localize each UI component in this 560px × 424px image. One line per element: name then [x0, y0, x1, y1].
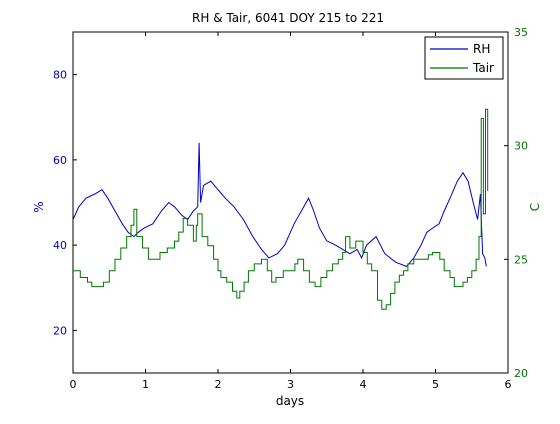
x-tick-label: 5	[432, 378, 439, 391]
y-left-tick-label: 40	[53, 239, 67, 252]
legend-tair-label: Tair	[472, 61, 494, 75]
legend-rh-label: RH	[473, 42, 490, 56]
y-right-tick-label: 25	[514, 253, 528, 266]
legend: RH Tair	[424, 36, 504, 80]
x-tick-label: 0	[70, 378, 77, 391]
y-left-tick-label: 20	[53, 324, 67, 337]
y-left-tick-label: 60	[53, 154, 67, 167]
x-tick-label: 4	[360, 378, 367, 391]
legend-box	[424, 36, 504, 80]
plot-area	[72, 31, 509, 374]
y-right-tick-label: 30	[514, 140, 528, 153]
x-tick-label: 3	[287, 378, 294, 391]
y-right-tick-label: 20	[514, 367, 528, 380]
x-tick-label: 2	[215, 378, 222, 391]
series-line-tair	[73, 108, 489, 310]
chart-title: RH & Tair, 6041 DOY 215 to 221	[192, 11, 384, 25]
x-tick-label: 1	[142, 378, 149, 391]
y-axis-right-label: C	[528, 203, 542, 211]
chart-marks	[72, 108, 489, 310]
y-right-tick-label: 35	[514, 26, 528, 39]
series-line-rh	[72, 142, 487, 267]
y-axis-left-label: %	[32, 201, 46, 212]
x-tick-label: 6	[505, 378, 512, 391]
y-left-tick-label: 80	[53, 69, 67, 82]
x-axis-label: days	[276, 394, 304, 408]
